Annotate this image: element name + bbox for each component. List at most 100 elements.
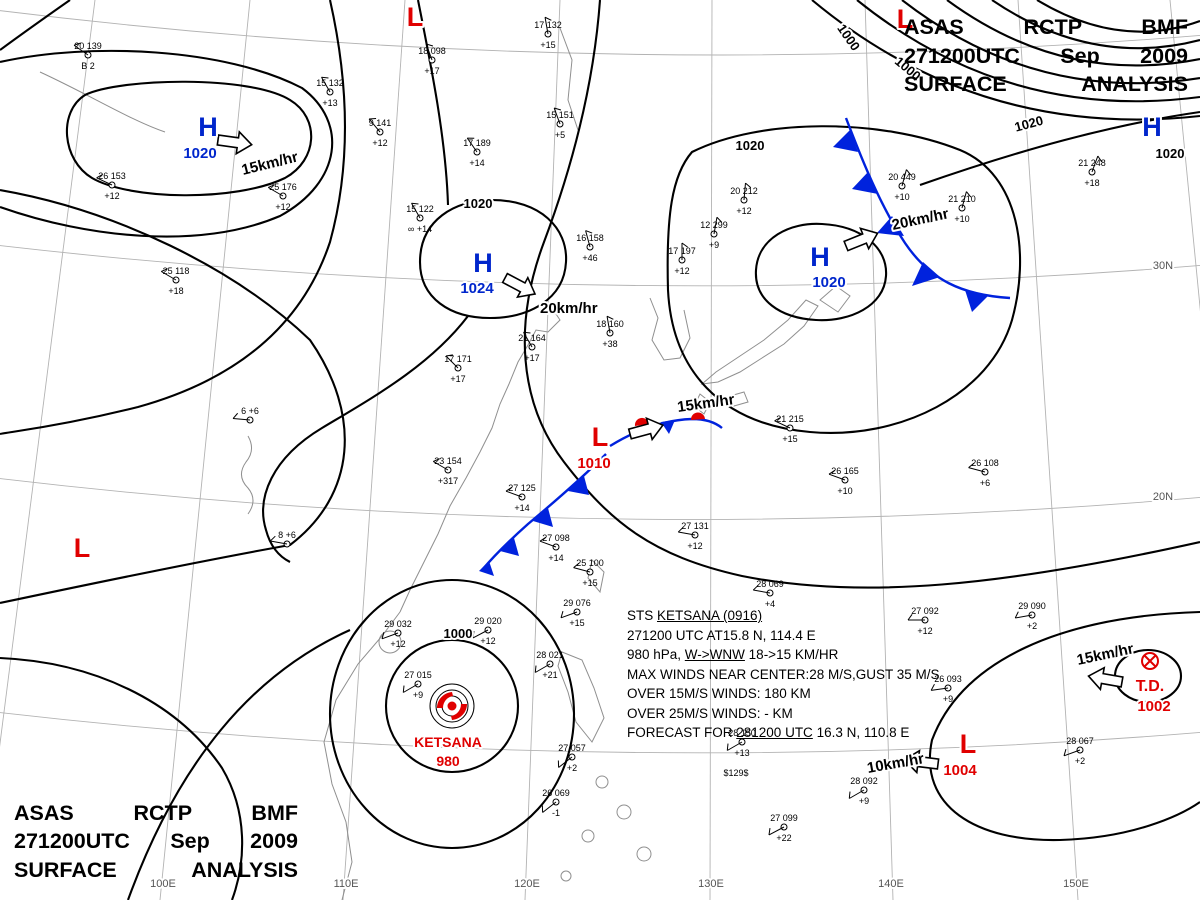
station-plot: 26 108 +6 bbox=[968, 458, 999, 488]
station-values: 15 132 bbox=[316, 78, 344, 88]
station-values: 17 171 bbox=[444, 354, 472, 364]
wind-barb-tick bbox=[906, 169, 912, 176]
station-values: +17 bbox=[524, 353, 539, 363]
station-values: 25 176 bbox=[269, 182, 297, 192]
station-values: -1 bbox=[552, 808, 560, 818]
station-values: 27 125 bbox=[508, 483, 536, 493]
station-values: +13 bbox=[322, 98, 337, 108]
storm-bulletin-text: 980 hPa, bbox=[627, 647, 685, 662]
wind-barb bbox=[585, 230, 591, 248]
station-values: +12 bbox=[104, 191, 119, 201]
station-values: 27 057 bbox=[558, 743, 586, 753]
cold-front-triangle bbox=[965, 290, 988, 312]
storm-bulletin-text: FORECAST FOR bbox=[627, 725, 737, 740]
station-values: +15 bbox=[582, 578, 597, 588]
wind-barb-tick bbox=[73, 42, 81, 46]
storm-bulletin-line: FORECAST FOR 281200 UTC 16.3 N, 110.8 E bbox=[627, 723, 940, 743]
station-plot: 9 141 +12 bbox=[368, 117, 391, 148]
station-values: 17 132 bbox=[534, 20, 562, 30]
station-values: 20 212 bbox=[730, 186, 758, 196]
title-line-3: SURFACE ANALYSIS bbox=[904, 72, 1188, 96]
station-plot: 20 139 B 2 bbox=[73, 41, 102, 71]
station-values: +12 bbox=[275, 202, 290, 212]
coast-japan-honshu bbox=[700, 299, 819, 385]
isobar-high-center bbox=[418, 198, 568, 320]
station-values: +14 bbox=[469, 158, 484, 168]
title-line-1: ASAS RCTP BMF bbox=[14, 800, 298, 825]
wind-barb bbox=[466, 137, 478, 153]
wind-barb bbox=[606, 316, 611, 334]
station-plot: 17 132 +15 bbox=[534, 16, 562, 50]
wind-barb-tick bbox=[523, 331, 531, 334]
station-values: +10 bbox=[954, 214, 969, 224]
station-values: 26 153 bbox=[98, 171, 126, 181]
wind-barb bbox=[321, 77, 331, 93]
pressure-center-l: L bbox=[897, 4, 914, 34]
wind-barb-tick bbox=[966, 191, 972, 198]
cold-front-triangle bbox=[533, 508, 553, 527]
wind-barb-tick bbox=[726, 743, 729, 751]
station-plot: 29 076 +15 bbox=[560, 598, 591, 628]
typhoon-arm bbox=[451, 704, 467, 720]
storm-bulletin-text: 281200 UTC bbox=[736, 725, 813, 740]
isobar-fan bbox=[991, 0, 1200, 50]
station-values: +14 bbox=[548, 553, 563, 563]
isobar bbox=[0, 188, 346, 605]
station-values: ∞ +14 bbox=[408, 224, 432, 234]
wind-barb bbox=[774, 420, 791, 429]
pressure-center-value: 1020 bbox=[183, 145, 216, 162]
station-values: 27 131 bbox=[681, 521, 709, 531]
isobar-high-nw-inner bbox=[65, 80, 313, 197]
tropical-depression-icon bbox=[1141, 652, 1159, 670]
wind-barb bbox=[425, 43, 433, 61]
wind-barb-tick bbox=[828, 469, 836, 475]
isobar-value-label: 1020 bbox=[1013, 113, 1045, 135]
wind-barb bbox=[1063, 749, 1081, 757]
fronts bbox=[479, 117, 1011, 576]
wind-barb bbox=[573, 567, 591, 573]
station-values: +9 bbox=[413, 690, 423, 700]
station-values: +317 bbox=[438, 476, 458, 486]
storm-bulletin-line: STS KETSANA (0916) bbox=[627, 606, 940, 626]
station-values: 27 015 bbox=[404, 670, 432, 680]
station-values: +46 bbox=[582, 253, 597, 263]
wind-barb bbox=[558, 756, 573, 768]
coast-kyushu bbox=[693, 393, 711, 415]
station-plot: 25 118 +18 bbox=[161, 266, 189, 296]
pressure-center-td: T.D. bbox=[1136, 678, 1164, 695]
pressure-center-labels: H 1020 H 1024 H 1020 H L L L L 1010 L 1004 T.D. 1002 bbox=[72, 0, 1173, 781]
station-plot: 28 069 +4 bbox=[752, 579, 784, 609]
station-values: +18 bbox=[168, 286, 183, 296]
station-plot: 15 151 +5 bbox=[546, 107, 574, 140]
station-values: +5 bbox=[555, 130, 565, 140]
wind-barb-tick bbox=[534, 665, 537, 673]
cold-front-triangle bbox=[479, 561, 494, 576]
coast-indochina bbox=[323, 611, 401, 900]
wind-barb-tick bbox=[768, 827, 771, 836]
station-plot: 20 449 +10 bbox=[888, 169, 916, 202]
station-plot: 21 248 +18 bbox=[1078, 155, 1106, 188]
storm-bulletin-text: KETSANA (0916) bbox=[657, 608, 763, 623]
wind-barb-tick bbox=[96, 173, 103, 179]
station-values: +12 bbox=[687, 541, 702, 551]
wind-barb-tick bbox=[752, 584, 759, 591]
wind-barb-tick bbox=[554, 107, 562, 111]
isobar-trough-center bbox=[523, 0, 1200, 589]
station-values: 23 154 bbox=[434, 456, 462, 466]
wind-barb bbox=[445, 355, 459, 369]
wind-barb-tick bbox=[1014, 611, 1019, 619]
wind-barb-tick bbox=[381, 631, 385, 639]
station-values: +4 bbox=[765, 599, 775, 609]
station-plot: 23 154 +317 bbox=[433, 456, 462, 486]
station-values: 28 021 bbox=[536, 650, 564, 660]
station-plot: 15 132 +13 bbox=[316, 76, 344, 108]
wind-barb-tick bbox=[1063, 748, 1067, 756]
wind-barb-tick bbox=[232, 412, 239, 419]
station-values: 27 098 bbox=[542, 533, 570, 543]
chart-title-top-right: ASAS RCTP BMF 271200UTC Sep 2009 SURFACE… bbox=[904, 13, 1188, 99]
station-plot: 18 160 +38 bbox=[596, 315, 624, 349]
